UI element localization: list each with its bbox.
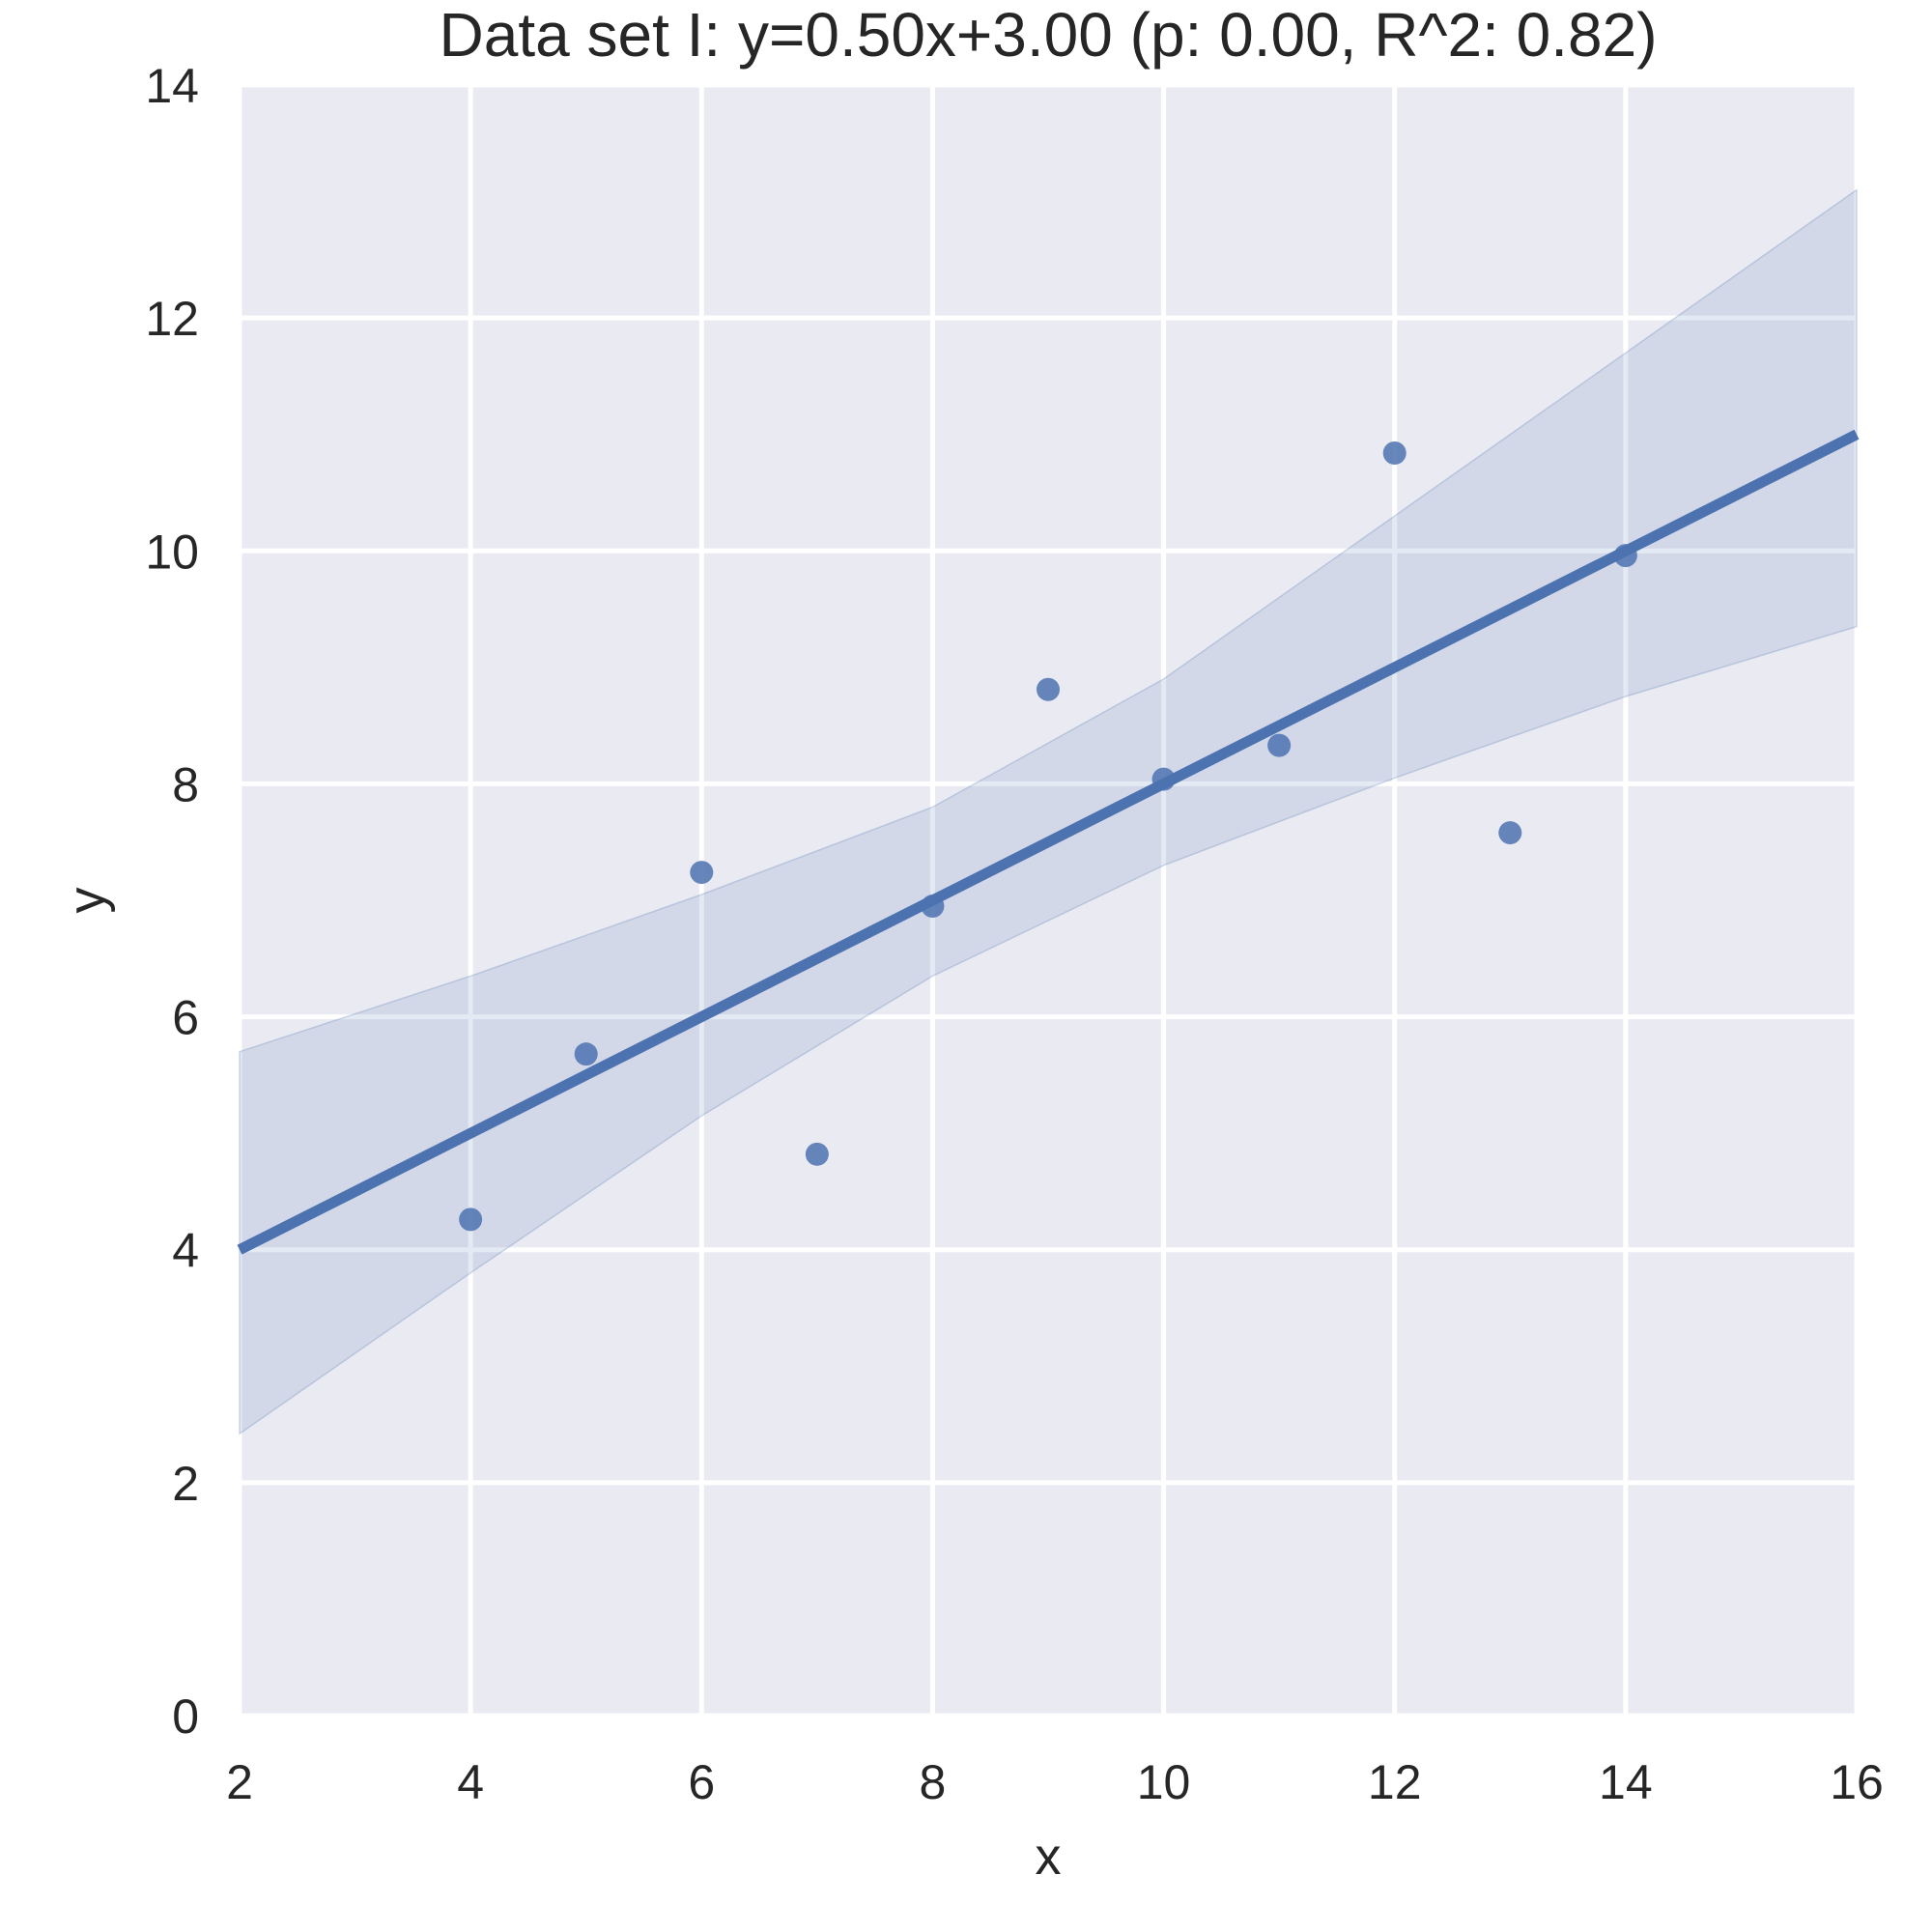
x-tick-label: 10 bbox=[1137, 1755, 1191, 1809]
y-tick-label: 14 bbox=[145, 59, 199, 113]
data-point bbox=[1151, 767, 1176, 791]
grid bbox=[237, 82, 1860, 1719]
x-tick-label: 4 bbox=[457, 1755, 484, 1809]
y-tick-label: 0 bbox=[172, 1690, 199, 1744]
x-tick-label: 6 bbox=[688, 1755, 715, 1809]
chart-title: Data set I: y=0.50x+3.00 (p: 0.00, R^2: … bbox=[440, 0, 1658, 70]
x-tick-label: 12 bbox=[1368, 1755, 1422, 1809]
data-point bbox=[805, 1142, 829, 1166]
confidence-band bbox=[239, 188, 1858, 1435]
plot-background bbox=[240, 85, 1857, 1716]
data-point bbox=[459, 1208, 483, 1232]
x-tick-label: 16 bbox=[1830, 1755, 1884, 1809]
data-point bbox=[574, 1042, 598, 1066]
data-points bbox=[459, 441, 1637, 1232]
x-axis-label: x bbox=[1036, 1828, 1062, 1886]
x-tick-label: 14 bbox=[1599, 1755, 1653, 1809]
y-tick-label: 8 bbox=[172, 757, 199, 811]
data-point bbox=[690, 861, 714, 885]
data-point bbox=[1267, 733, 1292, 757]
y-tick-label: 2 bbox=[172, 1457, 199, 1511]
data-point bbox=[1037, 677, 1060, 701]
data-point bbox=[921, 895, 945, 919]
y-axis-label: y bbox=[58, 888, 116, 914]
x-tick-label: 2 bbox=[226, 1755, 253, 1809]
y-tick-label: 12 bbox=[145, 292, 199, 346]
data-point bbox=[1613, 544, 1637, 568]
data-point bbox=[1498, 821, 1522, 845]
y-tick-label: 10 bbox=[145, 525, 199, 579]
data-point bbox=[1382, 441, 1406, 466]
x-tick-labels: 2 4 6 8 10 12 14 16 bbox=[226, 1755, 1884, 1809]
regression-line bbox=[237, 429, 1860, 1255]
y-tick-label: 6 bbox=[172, 991, 199, 1045]
y-tick-label: 4 bbox=[172, 1224, 199, 1278]
y-tick-labels: 0 2 4 6 8 10 12 14 bbox=[145, 59, 199, 1744]
x-tick-label: 8 bbox=[920, 1755, 947, 1809]
